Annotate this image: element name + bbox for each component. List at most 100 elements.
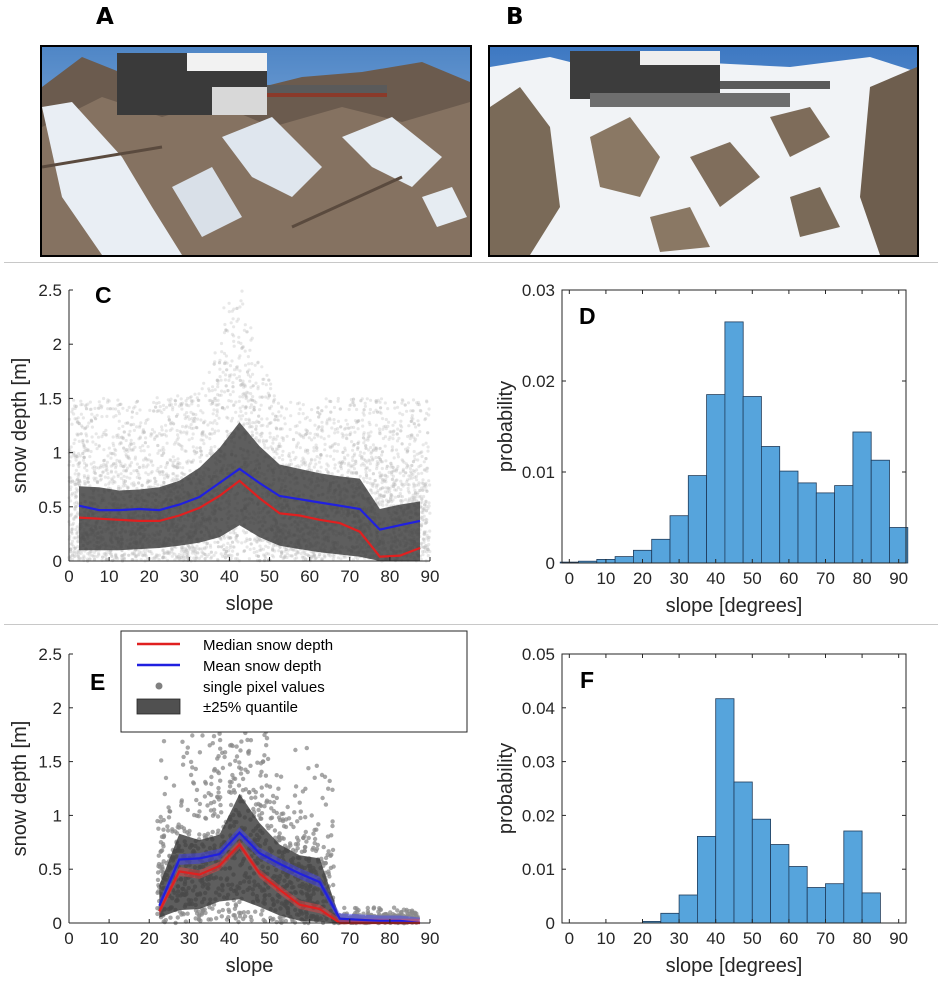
pixel-point: [401, 399, 405, 403]
pixel-point: [425, 466, 429, 470]
pixel-point: [349, 403, 353, 407]
pixel-point: [400, 495, 404, 499]
pixel-point: [261, 382, 265, 386]
pixel-point: [420, 500, 424, 504]
pixel-point: [379, 460, 383, 464]
pixel-point: [428, 511, 432, 515]
pixel-point: [344, 426, 348, 430]
pixel-point: [134, 554, 138, 558]
pixel-point: [76, 477, 80, 482]
pixel-point: [407, 491, 411, 495]
pixel-point: [180, 447, 184, 451]
pixel-point: [175, 428, 179, 433]
pixel-point: [229, 373, 233, 377]
pixel-point: [155, 401, 159, 405]
pixel-point: [303, 549, 307, 553]
pixel-point: [414, 499, 418, 503]
pixel-point: [81, 451, 85, 456]
pixel-point: [161, 555, 165, 559]
pixel-point: [370, 458, 375, 462]
pixel-point: [422, 485, 426, 489]
pixel-point: [238, 378, 242, 382]
pixel-point: [184, 402, 188, 406]
pixel-point: [84, 407, 89, 411]
pixel-point: [88, 407, 92, 412]
pixel-point: [325, 420, 329, 424]
pixel-point: [240, 382, 244, 386]
pixel-point: [122, 556, 126, 561]
pixel-point: [141, 465, 145, 469]
pixel-point: [93, 478, 97, 482]
pixel-point: [196, 404, 200, 408]
pixel-point: [302, 436, 306, 440]
pixel-point: [75, 454, 79, 458]
pixel-point: [99, 477, 103, 481]
pixel-point: [73, 483, 77, 487]
pixel-point: [362, 479, 366, 483]
pixel-point: [125, 475, 129, 479]
pixel-point: [171, 405, 175, 410]
pixel-point: [392, 429, 396, 433]
pixel-point: [121, 406, 125, 410]
pixel-point: [361, 411, 365, 415]
pixel-point: [216, 540, 220, 544]
pixel-point: [405, 450, 409, 454]
pixel-point: [327, 434, 331, 438]
pixel-point: [162, 407, 166, 412]
pixel-point: [81, 425, 85, 429]
pixel-point: [324, 397, 328, 401]
pixel-point: [364, 470, 368, 474]
pixel-point: [411, 472, 415, 476]
photo-panel-b: [488, 45, 919, 257]
pixel-point: [85, 468, 89, 473]
pixel-point: [422, 538, 426, 542]
pixel-point: [428, 483, 432, 487]
pixel-point: [383, 401, 387, 405]
pixel-point: [380, 453, 384, 457]
pixel-point: [251, 372, 255, 376]
pixel-point: [92, 460, 96, 464]
pixel-point: [235, 367, 239, 371]
pixel-point: [213, 540, 217, 544]
pixel-point: [308, 418, 312, 422]
pixel-point: [328, 554, 332, 558]
pixel-point: [380, 417, 385, 421]
pixel-point: [73, 505, 78, 509]
pixel-point: [241, 404, 245, 408]
pixel-point: [225, 368, 229, 372]
pixel-point: [211, 399, 215, 403]
pixel-point: [155, 434, 159, 438]
pixel-point: [103, 552, 107, 556]
pixel-point: [386, 407, 390, 411]
pixel-point: [375, 491, 379, 495]
pixel-point: [248, 547, 252, 552]
pixel-point: [77, 464, 81, 469]
pixel-point: [71, 521, 75, 526]
pixel-point: [252, 547, 256, 551]
pixel-point: [350, 440, 354, 444]
pixel-point: [134, 555, 138, 559]
pixel-point: [117, 485, 121, 489]
pixel-point: [70, 528, 74, 532]
pixel-point: [107, 482, 111, 486]
pixel-point: [225, 405, 230, 409]
pixel-point: [391, 474, 395, 478]
pixel-point: [116, 487, 120, 491]
pixel-point: [152, 400, 156, 405]
pixel-point: [194, 547, 198, 551]
pixel-point: [393, 469, 397, 473]
divider-top: [4, 262, 938, 263]
pixel-point: [100, 415, 104, 419]
pixel-point: [79, 551, 83, 555]
pixel-point: [416, 400, 421, 405]
pixel-point: [109, 469, 113, 473]
pixel-point: [422, 514, 426, 518]
pixel-point: [127, 553, 131, 557]
pixel-point: [190, 436, 194, 440]
pixel-point: [235, 319, 239, 323]
pixel-point: [288, 455, 292, 459]
pixel-point: [163, 551, 167, 555]
pixel-point: [304, 448, 308, 452]
pixel-point: [386, 486, 390, 490]
pixel-point: [335, 427, 340, 431]
